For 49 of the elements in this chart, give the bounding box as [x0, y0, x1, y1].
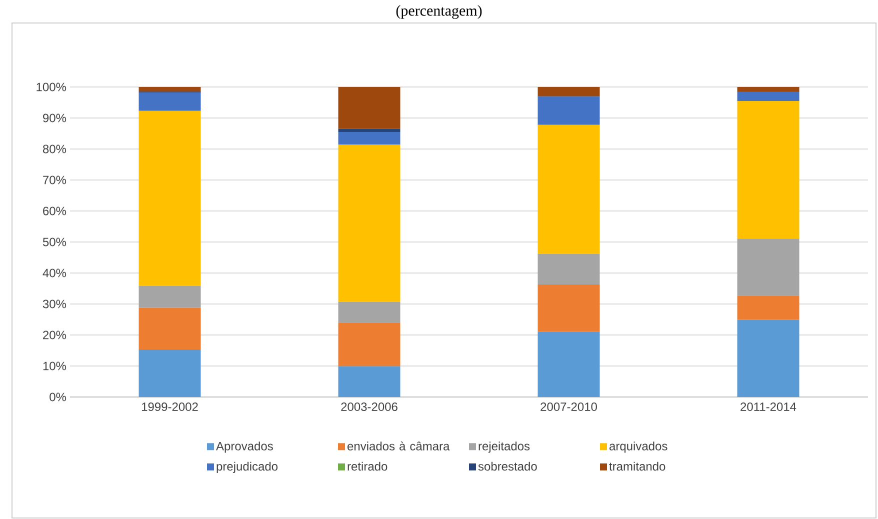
y-tick-label: 0% [50, 392, 66, 402]
y-tick-label: 10% [43, 362, 66, 370]
bar [338, 128, 400, 132]
y-tick-label: 20% [43, 330, 66, 340]
bar [737, 86, 800, 92]
bar [737, 320, 800, 397]
bar [737, 238, 800, 296]
x-tick-label: 2007-2010 [540, 402, 597, 412]
chart-title: (percentagem) [396, 5, 482, 19]
x-tick-label: 2003-2006 [341, 402, 398, 412]
x-tick-label: 2011-2014 [740, 402, 796, 412]
bar [737, 296, 800, 320]
bar [737, 100, 800, 239]
bar [338, 302, 400, 323]
y-tick-label: 60% [43, 206, 66, 216]
legend-label: enviados à câmara [348, 441, 450, 450]
y-tick-label: 100% [36, 82, 66, 92]
bar [737, 92, 800, 101]
bar [138, 286, 201, 308]
y-tick-label: 70% [43, 176, 66, 184]
legend-label: tramitando [609, 462, 666, 471]
bar [538, 254, 600, 284]
bar [338, 132, 400, 145]
bar [538, 284, 600, 332]
x-tick-label: 1999-2002 [142, 402, 198, 412]
legend-label: prejudicado [216, 462, 278, 474]
y-tick-label: 30% [42, 300, 66, 308]
bar [538, 96, 600, 125]
y-tick-label: 50% [42, 238, 66, 246]
bar [538, 124, 600, 254]
legend-label: sobrestado [478, 462, 537, 471]
legend-label: arquivados [610, 442, 668, 453]
bar [338, 144, 400, 302]
bar [338, 86, 400, 129]
bar [538, 332, 600, 397]
bar [138, 350, 201, 397]
y-tick-label: 40% [42, 268, 66, 278]
bar [338, 322, 400, 366]
y-tick-label: 80% [42, 144, 66, 154]
bar [538, 86, 600, 96]
bar [138, 110, 201, 286]
bar [138, 86, 201, 92]
legend-label: rejeitados [478, 442, 530, 453]
bar [338, 366, 400, 397]
legend-label: Aprovados [216, 442, 273, 453]
legend-label: retirado [348, 462, 388, 471]
y-tick-label: 90% [43, 114, 66, 122]
bar [138, 92, 201, 111]
bar [138, 308, 201, 350]
